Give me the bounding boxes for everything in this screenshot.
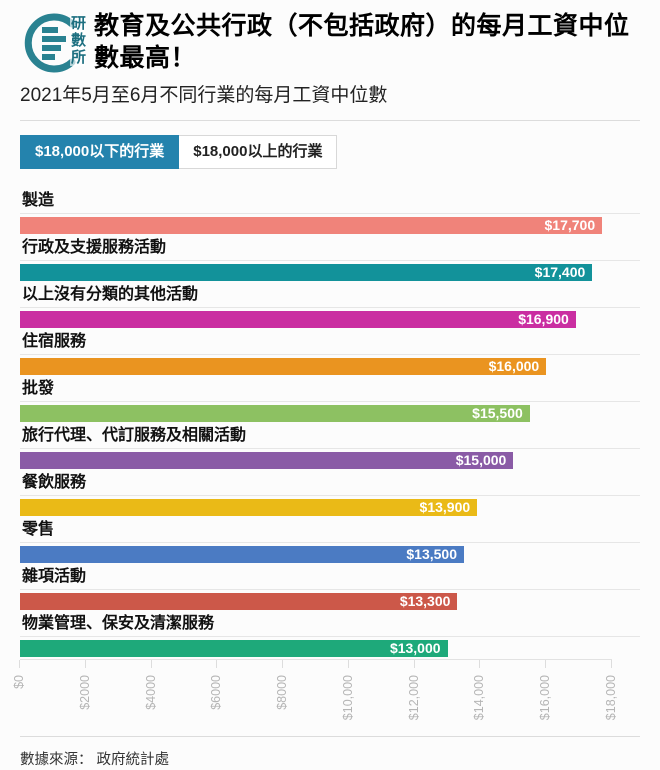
- bar-value-label: $17,700: [544, 217, 596, 233]
- logo-text: 研數所: [69, 15, 86, 66]
- category-label: 零售: [20, 518, 640, 543]
- bar-row: 住宿服務 $16,000: [20, 330, 640, 375]
- bar-track: $13,300: [20, 593, 612, 610]
- bar-track: $13,500: [20, 546, 612, 563]
- bar-track: $16,000: [20, 358, 612, 375]
- bar-track: $16,900: [20, 311, 612, 328]
- bar-row: 餐飲服務 $13,900: [20, 471, 640, 516]
- bar[interactable]: $13,500: [20, 546, 464, 563]
- bar-row: 製造 $17,700: [20, 189, 640, 234]
- category-label: 製造: [20, 189, 640, 214]
- bar[interactable]: $13,900: [20, 499, 478, 516]
- category-label: 旅行代理、代訂服務及相關活動: [20, 424, 640, 449]
- bar-row: 物業管理、保安及清潔服務 $13,000: [20, 612, 640, 657]
- category-label: 以上沒有分類的其他活動: [20, 283, 640, 308]
- bar-value-label: $17,400: [534, 264, 586, 280]
- bar-value-label: $13,900: [419, 499, 471, 515]
- bar-track: $15,000: [20, 452, 612, 469]
- axis-tick: [413, 660, 415, 668]
- bar-value-label: $15,500: [472, 405, 523, 421]
- axis-tick: [216, 660, 218, 668]
- footer: 數據來源： 政府統計處: [20, 736, 640, 769]
- bar-row: 行政及支援服務活動 $17,400: [20, 236, 640, 281]
- category-label: 餐飲服務: [20, 471, 640, 496]
- bar-track: $13,000: [20, 640, 612, 657]
- axis-tick: [19, 660, 20, 668]
- bar-rows: 製造 $17,700 行政及支援服務活動 $17,400 以上沒有分類的其他活動 $16,…: [20, 189, 640, 657]
- axis-tick: [84, 660, 86, 668]
- tab-below-18000[interactable]: $18,000以下的行業: [20, 135, 180, 169]
- axis-tick: [479, 660, 481, 668]
- axis-tick: [545, 660, 547, 668]
- bar-value-label: $16,000: [488, 358, 540, 374]
- axis-tick: [282, 660, 284, 668]
- bar-value-label: $15,000: [455, 452, 507, 468]
- bar-track: $13,900: [20, 499, 612, 516]
- bar-track: $17,700: [20, 217, 612, 234]
- tab-above-18000[interactable]: $18,000以上的行業: [179, 135, 338, 169]
- bar[interactable]: $15,000: [20, 452, 514, 469]
- x-axis-ticks: [19, 659, 612, 668]
- bar[interactable]: $15,500: [20, 405, 530, 422]
- bar[interactable]: $17,400: [20, 264, 593, 281]
- bar[interactable]: $13,000: [20, 640, 448, 657]
- bar-row: 旅行代理、代訂服務及相關活動 $15,000: [20, 424, 640, 469]
- bar-track: $17,400: [20, 264, 612, 281]
- bar-value-label: $16,900: [518, 311, 569, 327]
- category-label: 物業管理、保安及清潔服務: [20, 612, 640, 637]
- page-title: 教育及公共行政（不包括政府）的每月工資中位數最高！: [94, 12, 630, 72]
- bar-chart: 製造 $17,700 行政及支援服務活動 $17,400 以上沒有分類的其他活動 $16,…: [12, 189, 640, 730]
- category-label: 雜項活動: [20, 565, 640, 590]
- data-source: 數據來源： 政府統計處: [20, 752, 170, 768]
- bar-row: 以上沒有分類的其他活動 $16,900: [20, 283, 640, 328]
- x-axis-labels: $0 $2000 $4000 $6000 $8000 $10,000 $12,000 $14,…: [12, 675, 618, 721]
- chart-subtitle: 2021年5月至6月不同行業的每月工資中位數: [20, 85, 388, 106]
- category-label: 住宿服務: [20, 330, 640, 355]
- category-label: 批發: [20, 377, 640, 402]
- bar-value-label: $13,300: [399, 593, 451, 609]
- bar-row: 批發 $15,500: [20, 377, 640, 422]
- axis-tick: [611, 660, 612, 668]
- axis-tick: [347, 660, 349, 668]
- logo: 研數所: [20, 10, 86, 76]
- header: 研數所 教育及公共行政（不包括政府）的每月工資中位數最高！: [20, 10, 640, 76]
- bar[interactable]: $16,000: [20, 358, 547, 375]
- filter-tabs: $18,000以下的行業 $18,000以上的行業: [20, 135, 640, 169]
- category-label: 行政及支援服務活動: [20, 236, 640, 261]
- bar-value-label: $13,000: [389, 640, 441, 656]
- logo-circle-icon: [24, 13, 76, 73]
- bar-row: 零售 $13,500: [20, 518, 640, 563]
- bar[interactable]: $17,700: [20, 217, 603, 234]
- axis-tick: [150, 660, 152, 668]
- bar-row: 雜項活動 $13,300: [20, 565, 640, 610]
- bar[interactable]: $13,300: [20, 593, 458, 610]
- titles: 教育及公共行政（不包括政府）的每月工資中位數最高！: [94, 10, 640, 74]
- bar-value-label: $13,500: [406, 546, 457, 562]
- bar-track: $15,500: [20, 405, 612, 422]
- header-divider: [20, 120, 640, 121]
- bar[interactable]: $16,900: [20, 311, 576, 328]
